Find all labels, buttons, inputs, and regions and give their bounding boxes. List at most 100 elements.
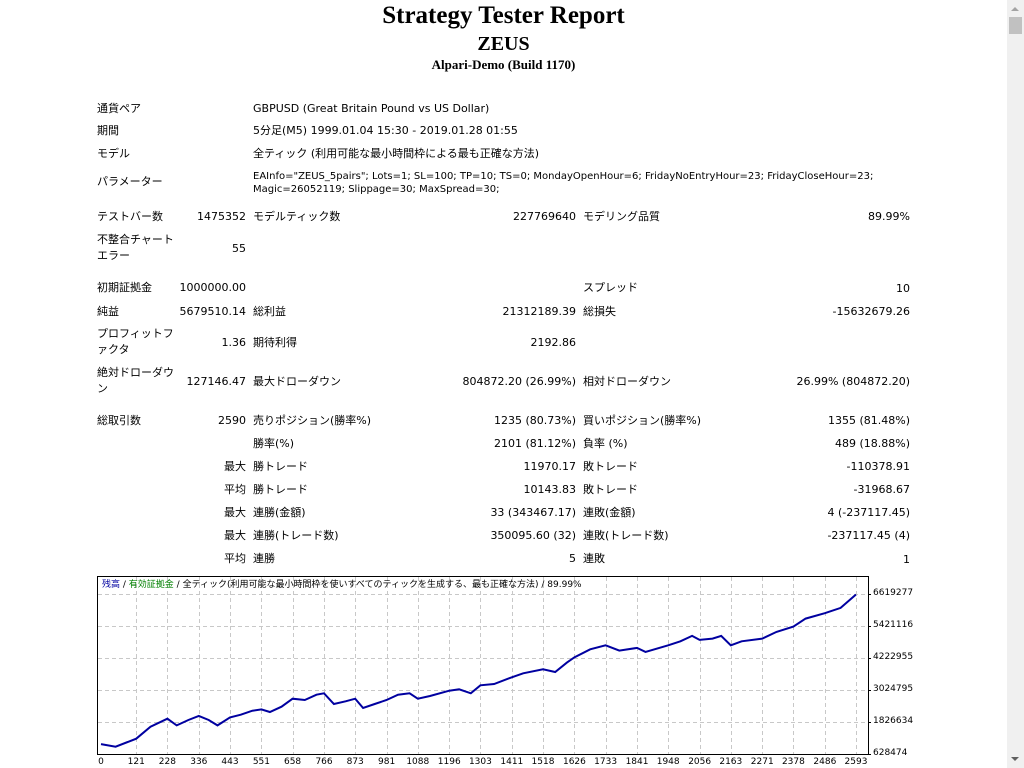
legend-equity: 有効証拠金 xyxy=(128,580,174,590)
x-tick-label: 873 xyxy=(346,757,364,767)
quality-label: モデリング品質 xyxy=(583,210,660,223)
abs-drawdown-label-2: ン xyxy=(97,382,108,395)
avg-win-label: 勝トレード xyxy=(253,483,308,496)
win-rate-value: 2101 (81.12%) xyxy=(493,437,576,450)
max-consec-win-value: 33 (343467.17) xyxy=(490,506,576,519)
scroll-up-arrow-icon[interactable] xyxy=(1011,7,1019,11)
x-tick-label: 1626 xyxy=(562,757,586,767)
params-label: パラメーター xyxy=(97,175,163,188)
server-build: Alpari-Demo (Build 1170) xyxy=(431,57,576,72)
ticks-label: モデルティック数 xyxy=(253,210,341,223)
profit-factor-label-1: プロフィットフ xyxy=(97,327,174,340)
abs-drawdown-label-1: 絶対ドローダウ xyxy=(97,366,174,379)
long-positions-value: 1355 (81.48%) xyxy=(827,414,910,427)
avg-consec-win-label: 連勝 xyxy=(253,552,275,565)
avg-win-value: 10143.83 xyxy=(523,483,577,496)
x-tick-label: 1088 xyxy=(406,757,430,767)
legend-model: 全ティック(利用可能な最小時間枠を使いすべてのティックを生成する、最も正確な方法… xyxy=(182,580,539,590)
avg-consec-prefix: 平均 xyxy=(224,552,246,565)
expected-payoff-label: 期待利得 xyxy=(253,336,297,349)
period-value: 5分足(M5) 1999.01.04 15:30 - 2019.01.28 01… xyxy=(253,124,518,137)
gross-profit-value: 21312189.39 xyxy=(502,305,576,318)
balance-line xyxy=(100,593,857,748)
avg-consec-win-value: 5 xyxy=(569,552,576,565)
y-tick-label: 5421116 xyxy=(873,620,914,630)
loss-rate-label: 負率 (%) xyxy=(583,437,628,450)
rel-drawdown-label: 相対ドローダウン xyxy=(583,375,671,388)
y-axis-ticks xyxy=(868,594,871,755)
max-consec-lossamt-value: -237117.45 (4) xyxy=(827,529,910,542)
report-title: Strategy Tester Report xyxy=(382,2,625,29)
legend-separator: / xyxy=(120,580,129,590)
y-tick-label: 3024795 xyxy=(873,684,914,694)
gross-loss-label: 総損失 xyxy=(583,305,616,318)
x-tick-label: 2271 xyxy=(750,757,774,767)
spread-label: スプレッド xyxy=(583,281,638,294)
vertical-scrollbar[interactable] xyxy=(1007,0,1024,768)
x-tick-label: 2486 xyxy=(813,757,837,767)
chart-frame xyxy=(97,576,869,755)
quality-value: 89.99% xyxy=(868,210,910,223)
params-line-1: EAInfo="ZEUS_5pairs"; Lots=1; SL=100; TP… xyxy=(253,171,874,182)
mismatch-label-2: エラー xyxy=(97,249,130,262)
deposit-label: 初期証拠金 xyxy=(97,281,152,294)
period-label: 期間 xyxy=(97,124,119,137)
legend-balance: 残高 xyxy=(102,580,121,590)
x-tick-label: 1733 xyxy=(594,757,618,767)
max-consec-count-prefix: 最大 xyxy=(224,529,246,542)
total-trades-label: 総取引数 xyxy=(97,414,141,427)
short-positions-label: 売りポジション(勝率%) xyxy=(253,414,372,427)
legend-quality: 89.99% xyxy=(547,580,582,590)
win-rate-label: 勝率(%) xyxy=(253,437,295,450)
x-tick-label: 551 xyxy=(252,757,271,767)
avg-loss-value: -31968.67 xyxy=(853,483,910,496)
spread-value: 10 xyxy=(896,282,910,295)
x-tick-label: 1518 xyxy=(531,757,555,767)
largest-win-label: 勝トレード xyxy=(253,460,308,473)
max-consec-profit-value: 350095.60 (32) xyxy=(490,529,576,542)
avg-loss-label: 敗トレード xyxy=(583,483,638,496)
y-tick-label: 6619277 xyxy=(873,588,914,598)
deposit-value: 1000000.00 xyxy=(179,281,246,294)
chart-grid xyxy=(98,577,868,754)
rel-drawdown-value: 26.99% (804872.20) xyxy=(796,375,910,388)
max-consec-loss-value: 4 (-237117.45) xyxy=(827,506,910,519)
avg-consec-loss-label: 連敗 xyxy=(583,552,605,565)
legend-separator: / xyxy=(173,580,183,590)
max-consec-lossamt-label: 連敗(トレード数) xyxy=(583,529,669,542)
max-consec-win-label: 連勝(金額) xyxy=(253,506,306,519)
loss-rate-value: 489 (18.88%) xyxy=(834,437,910,450)
gross-loss-value: -15632679.26 xyxy=(832,305,910,318)
max-drawdown-value: 804872.20 (26.99%) xyxy=(462,375,576,388)
largest-loss-label: 敗トレード xyxy=(583,460,638,473)
net-profit-label: 純益 xyxy=(97,305,119,318)
x-tick-label: 121 xyxy=(127,757,145,767)
avg-consec-loss-value: 1 xyxy=(903,553,910,566)
total-trades-value: 2590 xyxy=(218,414,246,427)
mismatch-value: 55 xyxy=(232,242,246,255)
x-tick-label: 2056 xyxy=(688,757,712,767)
scrollbar-thumb[interactable] xyxy=(1009,17,1022,34)
expected-payoff-value: 2192.86 xyxy=(530,336,577,349)
x-tick-label: 2163 xyxy=(719,757,743,767)
chart-legend: 残高 / 有効証拠金 / 全ティック(利用可能な最小時間枠を使いすべてのティック… xyxy=(102,579,582,591)
x-tick-label: 2593 xyxy=(844,757,868,767)
average-prefix: 平均 xyxy=(224,483,246,496)
scroll-down-arrow-icon[interactable] xyxy=(1011,757,1019,761)
x-tick-label: 2378 xyxy=(781,757,805,767)
largest-win-value: 11970.17 xyxy=(523,460,577,473)
x-tick-label: 1196 xyxy=(437,757,461,767)
largest-loss-value: -110378.91 xyxy=(846,460,910,473)
max-consec-loss-label: 連敗(金額) xyxy=(583,506,636,519)
max-drawdown-label: 最大ドローダウン xyxy=(253,375,341,388)
y-tick-label: 628474 xyxy=(873,748,908,758)
model-label: モデル xyxy=(97,147,130,160)
largest-prefix: 最大 xyxy=(224,460,246,473)
x-tick-label: 336 xyxy=(190,757,208,767)
x-tick-label: 1411 xyxy=(500,757,524,767)
legend-separator: / xyxy=(538,580,548,590)
x-tick-label: 1948 xyxy=(656,757,680,767)
y-tick-label: 4222955 xyxy=(873,652,914,662)
